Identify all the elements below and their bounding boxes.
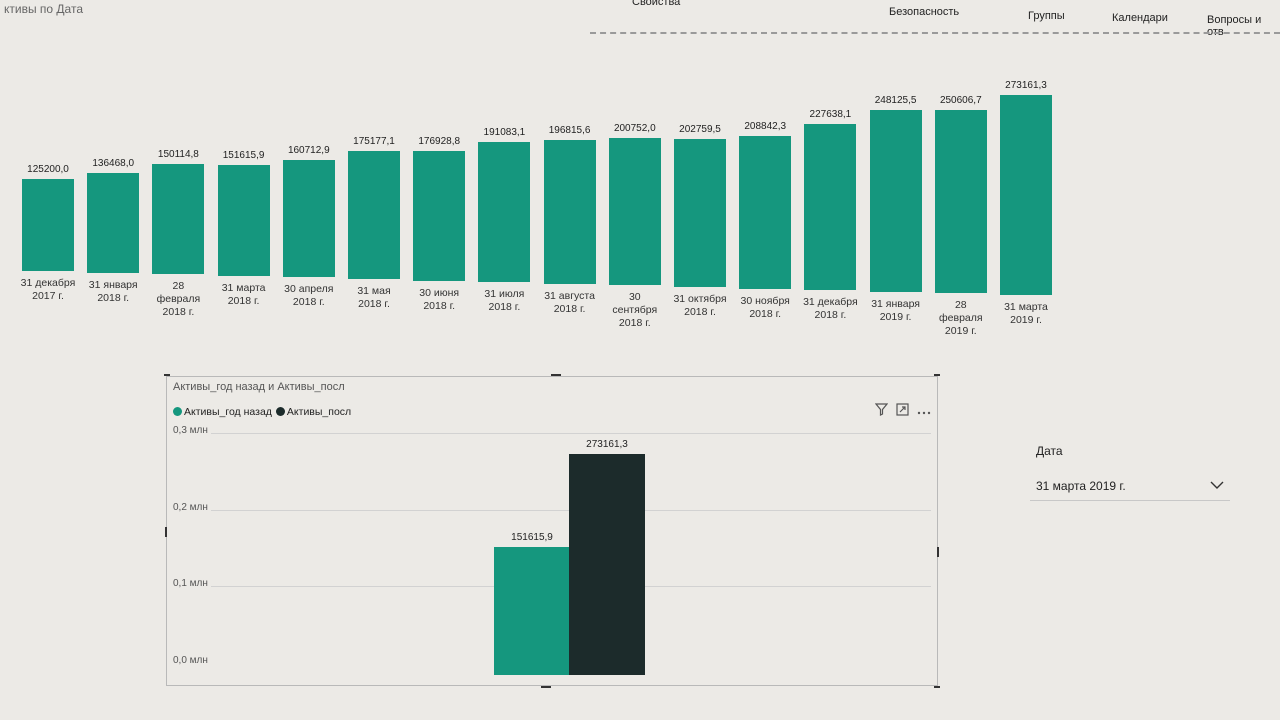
bar-10[interactable] xyxy=(608,138,661,286)
bar-value-label: 125200,0 xyxy=(27,164,69,176)
resize-handle[interactable] xyxy=(165,527,167,537)
bar-value-label: 208842,3 xyxy=(744,120,787,132)
bar-15[interactable] xyxy=(934,109,987,294)
resize-handle[interactable] xyxy=(551,374,561,376)
bar-8[interactable] xyxy=(478,142,531,283)
legend-item-last: Активы_посл xyxy=(275,406,351,418)
comparison-bar-label: 273161,3 xyxy=(586,438,628,450)
ribbon-bar: ктивы по Дата Свойства Безопасность Груп… xyxy=(0,0,1280,40)
bar-value-label: 200752,0 xyxy=(613,123,656,135)
bar-14[interactable] xyxy=(869,110,922,292)
visual-header-tools xyxy=(874,403,931,419)
bar-value-label: 196815,6 xyxy=(548,124,591,136)
bar-value-label: 227638,1 xyxy=(809,108,852,120)
x-axis-label: 31 марта 2018 г. xyxy=(221,281,266,307)
comparison-bar-prev-year[interactable] xyxy=(494,546,570,675)
bar-7[interactable] xyxy=(413,151,466,281)
y-axis-tick: 0,3 млн xyxy=(173,425,208,436)
bar-11[interactable] xyxy=(674,138,726,287)
resize-handle[interactable] xyxy=(934,686,940,688)
x-axis-label: 31 января 2019 г. xyxy=(871,297,920,323)
slicer-dropdown[interactable]: 31 марта 2019 г. xyxy=(1030,472,1230,501)
bar-6[interactable] xyxy=(348,150,400,279)
x-axis-label: 28 февраля 2019 г. xyxy=(939,299,983,338)
bar-value-label: 160712,9 xyxy=(287,144,330,156)
page-title: ктивы по Дата xyxy=(4,2,83,16)
ribbon-item-questions[interactable]: Вопросы и отв xyxy=(1207,14,1262,38)
assets-comparison-visual[interactable]: Активы_год назад и Активы_посл Активы_го… xyxy=(164,374,940,688)
x-axis-label: 31 марта 2019 г. xyxy=(1004,301,1048,326)
resize-handle[interactable] xyxy=(541,686,551,688)
bar-value-label: 176928,8 xyxy=(418,136,461,148)
bar-value-label: 151615,9 xyxy=(222,149,265,161)
x-axis-label: 28 февраля 2018 г. xyxy=(156,280,201,319)
focus-mode-icon[interactable] xyxy=(896,403,909,419)
y-axis-tick: 0,2 млн xyxy=(173,501,208,513)
bar-12[interactable] xyxy=(739,135,792,289)
bar-value-label: 250606,7 xyxy=(939,94,982,106)
slicer-value: 31 марта 2019 г. xyxy=(1036,479,1126,493)
bar-value-label: 273161,3 xyxy=(1005,80,1047,91)
bar-9[interactable] xyxy=(543,139,596,284)
slicer-label: Дата xyxy=(1036,444,1063,458)
bar-value-label: 202759,5 xyxy=(679,123,721,135)
comparison-bar-last[interactable] xyxy=(569,453,645,675)
x-axis-label: 30 ноября 2018 г. xyxy=(740,294,790,320)
bar-value-label: 150114,8 xyxy=(157,149,199,161)
ribbon-item-calendars[interactable]: Календари xyxy=(1112,12,1168,24)
bar-value-label: 248125,5 xyxy=(874,95,917,107)
more-options-icon[interactable] xyxy=(917,403,931,419)
x-axis-label: 31 июля 2018 г. xyxy=(484,288,525,314)
bar-13[interactable] xyxy=(804,123,857,291)
comparison-bar-label: 151615,9 xyxy=(511,531,553,543)
bar-3[interactable] xyxy=(152,164,205,275)
x-axis-label: 31 декабря 2018 г. xyxy=(803,296,858,322)
x-axis-label: 30 апреля 2018 г. xyxy=(284,283,334,309)
date-slicer: Дата 31 марта 2019 г. xyxy=(1030,444,1230,501)
bar-1[interactable] xyxy=(22,179,74,271)
chevron-down-icon xyxy=(1210,479,1224,493)
bar-value-label: 191083,1 xyxy=(483,127,526,139)
legend: Активы_год назад Активы_посл xyxy=(173,406,351,418)
filter-icon[interactable] xyxy=(874,403,889,419)
bar-4[interactable] xyxy=(217,164,270,276)
ribbon-item-groups[interactable]: Группы xyxy=(1028,10,1065,22)
resize-handle[interactable] xyxy=(934,374,940,376)
assets-by-date-chart: 125200,0 31 декабря 2017 г. 136468,0 31 янва… xyxy=(0,44,1280,354)
bar-value-label: 175177,1 xyxy=(353,135,395,147)
bar-value-label: 136468,0 xyxy=(92,157,135,169)
legend-dot-icon xyxy=(173,407,182,416)
bar-16[interactable] xyxy=(1000,95,1052,295)
x-axis-label: 30 сентября 2018 г. xyxy=(612,291,658,330)
x-axis-label: 31 мая 2018 г. xyxy=(357,285,391,310)
resize-handle[interactable] xyxy=(937,547,939,557)
bar-5[interactable] xyxy=(282,159,335,278)
x-axis-label: 31 декабря 2017 г. xyxy=(20,277,76,302)
legend-dot-icon xyxy=(275,407,285,416)
x-axis-label: 31 октября 2018 г. xyxy=(673,293,727,318)
x-axis-label: 31 августа 2018 г. xyxy=(544,289,595,315)
y-axis-tick: 0,1 млн xyxy=(173,578,208,590)
x-axis-label: 31 января 2018 г. xyxy=(88,278,138,304)
x-axis-label: 30 июня 2018 г. xyxy=(419,286,460,312)
ribbon-item-security[interactable]: Безопасность xyxy=(889,6,960,18)
ribbon-divider xyxy=(590,32,1280,34)
ribbon-item-properties[interactable]: Свойства xyxy=(632,0,681,8)
gridline xyxy=(211,433,931,434)
resize-handle[interactable] xyxy=(164,374,170,376)
legend-item-prev: Активы_год назад xyxy=(173,406,272,418)
y-axis-tick: 0,0 млн xyxy=(173,655,208,666)
bar-2[interactable] xyxy=(87,172,140,273)
visual-title: Активы_год назад и Активы_посл xyxy=(173,381,345,393)
